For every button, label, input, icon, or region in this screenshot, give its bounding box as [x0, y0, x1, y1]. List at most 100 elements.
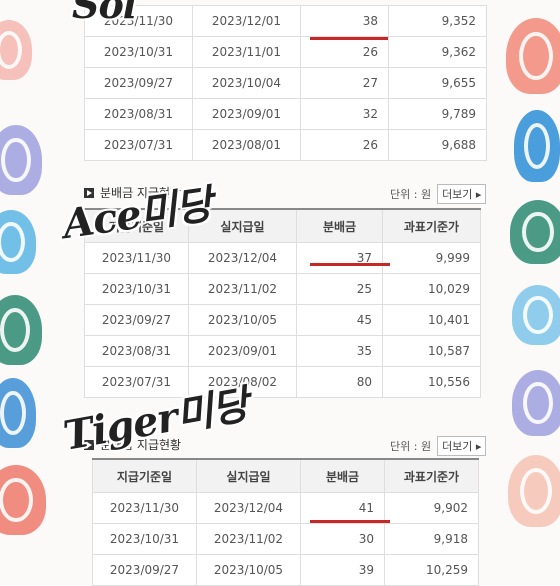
table-cell: 45: [296, 304, 383, 336]
table-cell: 30: [300, 523, 385, 555]
table-cell: 2023/10/04: [192, 67, 301, 99]
decor-shape-coral: [0, 465, 46, 535]
decor-shape-green: [0, 295, 42, 365]
table-cell: 2023/10/05: [188, 304, 297, 336]
table-row: 2023/09/27 2023/10/05 45 10,401: [84, 304, 481, 336]
table-cell: 2023/10/31: [84, 36, 193, 68]
decor-shape-coral-r: [506, 18, 560, 94]
table-cell: 2023/08/31: [84, 335, 189, 367]
table-cell: 2023/09/01: [192, 98, 301, 130]
decor-shape-skyblue-r: [512, 285, 560, 345]
red-underline-3: [310, 520, 390, 523]
distribution-table-2: 지급기준일 실지급일 분배금 과표기준가 2023/11/30 2023/12/04 37…: [84, 208, 481, 398]
play-bullet-icon: [84, 187, 94, 198]
table-cell: 9,902: [384, 492, 479, 524]
table-cell: 2023/12/01: [192, 5, 301, 37]
table-row: 2023/10/31 2023/11/02 30 9,918: [92, 523, 479, 555]
decor-shape-pink: [0, 20, 32, 80]
table-cell: 10,587: [382, 335, 481, 367]
section-heading-2: 분배금 지급현황: [84, 184, 181, 201]
table-cell: 2023/07/31: [84, 129, 193, 161]
table-cell: 9,352: [388, 5, 487, 37]
table-cell: 26: [300, 129, 389, 161]
table-cell: 2023/11/30: [92, 492, 197, 524]
table-cell: 39: [300, 554, 385, 586]
table-cell: 2023/12/04: [188, 242, 297, 274]
column-header: 지급기준일: [92, 458, 197, 493]
overlay-title-top: Sol: [72, 0, 137, 27]
table-header-row: 지급기준일 실지급일 분배금 과표기준가: [92, 458, 479, 493]
unit-label: 단위 : 원: [390, 440, 432, 453]
column-header: 실지급일: [196, 458, 301, 493]
table-cell: 2023/11/02: [196, 523, 301, 555]
unit-bar-2: 단위 : 원 더보기 ▸: [390, 184, 487, 204]
table-cell: 2023/09/27: [84, 67, 193, 99]
table-cell: 2023/07/31: [84, 366, 189, 398]
table-row: 2023/08/31 2023/09/01 32 9,789: [84, 98, 487, 130]
table-cell: 2023/11/30: [84, 242, 189, 274]
table-cell: 38: [300, 5, 389, 37]
table-cell: 2023/10/31: [84, 273, 189, 305]
table-cell: 9,999: [382, 242, 481, 274]
table-cell: 2023/08/02: [188, 366, 297, 398]
column-header: 분배금: [300, 458, 385, 493]
table-row: 2023/09/27 2023/10/04 27 9,655: [84, 67, 487, 99]
decor-shape-green-r: [510, 200, 560, 264]
table-cell: 41: [300, 492, 385, 524]
table-cell: 10,029: [382, 273, 481, 305]
table-cell: 80: [296, 366, 383, 398]
table-cell: 2023/10/05: [196, 554, 301, 586]
table-cell: 2023/09/01: [188, 335, 297, 367]
distribution-table-2-body: 2023/11/30 2023/12/04 37 9,999 2023/10/31 202…: [84, 242, 481, 398]
table-row: 2023/11/30 2023/12/01 38 9,352: [84, 5, 487, 37]
play-bullet-icon: [84, 439, 94, 450]
table-row: 2023/11/30 2023/12/04 37 9,999: [84, 242, 481, 274]
red-underline-2: [310, 263, 390, 266]
table-cell: 10,259: [384, 554, 479, 586]
table-cell: 10,556: [382, 366, 481, 398]
table-cell: 2023/08/01: [192, 129, 301, 161]
table-cell: 2023/08/31: [84, 98, 193, 130]
more-button[interactable]: 더보기 ▸: [437, 436, 487, 456]
table-row: 2023/07/31 2023/08/01 26 9,688: [84, 129, 487, 161]
column-header: 지급기준일: [84, 208, 189, 243]
unit-label: 단위 : 원: [390, 188, 432, 201]
table-cell: 25: [296, 273, 383, 305]
table-cell: 27: [300, 67, 389, 99]
column-header: 과표기준가: [382, 208, 481, 243]
table-row: 2023/07/31 2023/08/02 80 10,556: [84, 366, 481, 398]
table-cell: 2023/12/04: [196, 492, 301, 524]
table-cell: 2023/09/27: [84, 304, 189, 336]
column-header: 과표기준가: [384, 458, 479, 493]
table-row: 2023/08/31 2023/09/01 35 10,587: [84, 335, 481, 367]
table-cell: 9,789: [388, 98, 487, 130]
decor-shape-lavender-r: [512, 370, 560, 436]
table-header-row: 지급기준일 실지급일 분배금 과표기준가: [84, 208, 481, 243]
column-header: 실지급일: [188, 208, 297, 243]
table-row: 2023/10/31 2023/11/01 26 9,362: [84, 36, 487, 68]
decor-shape-blue: [0, 210, 36, 274]
unit-bar-3: 단위 : 원 더보기 ▸: [390, 436, 487, 456]
distribution-table-3: 지급기준일 실지급일 분배금 과표기준가 2023/11/30 2023/12/04 41…: [92, 458, 479, 586]
table-row: 2023/09/27 2023/10/05 39 10,259: [92, 554, 479, 586]
table-cell: 37: [296, 242, 383, 274]
table-cell: 26: [300, 36, 389, 68]
table-cell: 9,918: [384, 523, 479, 555]
more-button[interactable]: 더보기 ▸: [437, 184, 487, 204]
section-heading-3: 분배금 지급현황: [84, 436, 181, 453]
table-cell: 2023/11/01: [192, 36, 301, 68]
distribution-table-1: 2023/11/30 2023/12/01 38 9,352 2023/10/31 202…: [84, 5, 487, 161]
table-cell: 2023/11/02: [188, 273, 297, 305]
decor-shape-blue-r: [514, 110, 560, 182]
table-cell: 35: [296, 335, 383, 367]
table-row: 2023/10/31 2023/11/02 25 10,029: [84, 273, 481, 305]
red-underline-1: [310, 37, 388, 40]
table-cell: 9,655: [388, 67, 487, 99]
table-cell: 2023/10/31: [92, 523, 197, 555]
table-cell: 10,401: [382, 304, 481, 336]
table-cell: 2023/11/30: [84, 5, 193, 37]
decor-shape-blue-2: [0, 378, 36, 448]
table-row: 2023/11/30 2023/12/04 41 9,902: [92, 492, 479, 524]
distribution-table-3-body: 2023/11/30 2023/12/04 41 9,902 2023/10/31 202…: [92, 492, 479, 586]
table-cell: 9,362: [388, 36, 487, 68]
